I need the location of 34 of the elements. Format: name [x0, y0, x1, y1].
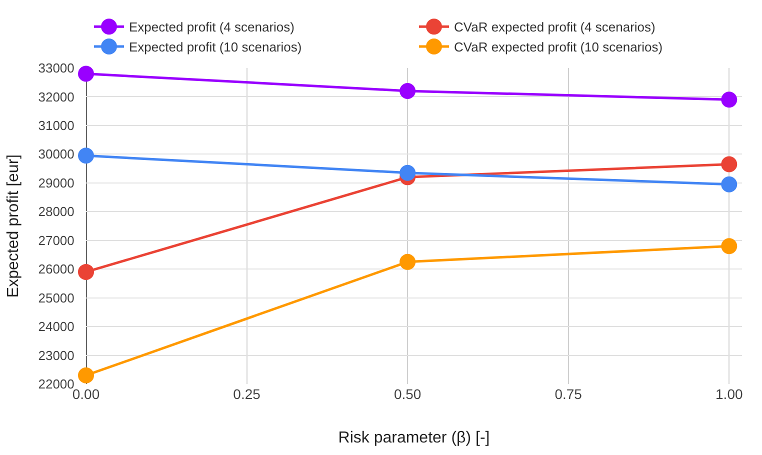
point [400, 254, 416, 270]
x-tick-label: 0.25 [233, 386, 261, 402]
y-axis-title: Expected profit [eur] [5, 154, 22, 298]
y-tick-label: 29000 [38, 175, 74, 190]
legend-label: CVaR expected profit (4 scenarios) [454, 20, 656, 35]
x-tick-label: 0.00 [72, 386, 100, 402]
y-tick-label: 33000 [38, 60, 74, 76]
y-tick-label: 28000 [38, 204, 74, 220]
x-tick-label: 0.50 [394, 386, 422, 402]
point [78, 148, 94, 164]
y-tick-label: 26000 [38, 262, 74, 277]
y-tick-label: 32000 [38, 89, 74, 104]
x-tick-label: 1.00 [716, 386, 743, 402]
legend-label: Expected profit (4 scenarios) [129, 20, 294, 35]
y-tick-label: 31000 [38, 118, 74, 133]
y-tick-label: 30000 [38, 146, 74, 162]
legend-label: Expected profit (10 scenarios) [129, 40, 302, 55]
x-axis-title: Risk parameter (β) [-] [338, 430, 490, 447]
y-tick-label: 24000 [38, 319, 74, 334]
point [400, 164, 416, 181]
y-tick-label: 25000 [38, 290, 74, 306]
point [78, 367, 94, 384]
y-tick-label: 27000 [38, 232, 74, 248]
point [721, 156, 738, 172]
x-tick-label: 0.75 [554, 386, 582, 402]
point [78, 264, 94, 280]
y-tick-label: 22000 [38, 376, 74, 392]
legend-label: CVaR expected profit (10 scenarios) [454, 40, 663, 55]
point [721, 176, 738, 192]
point [400, 82, 416, 99]
point [78, 66, 94, 82]
point [721, 238, 738, 254]
y-tick-label: 23000 [38, 348, 74, 363]
point [721, 92, 738, 108]
